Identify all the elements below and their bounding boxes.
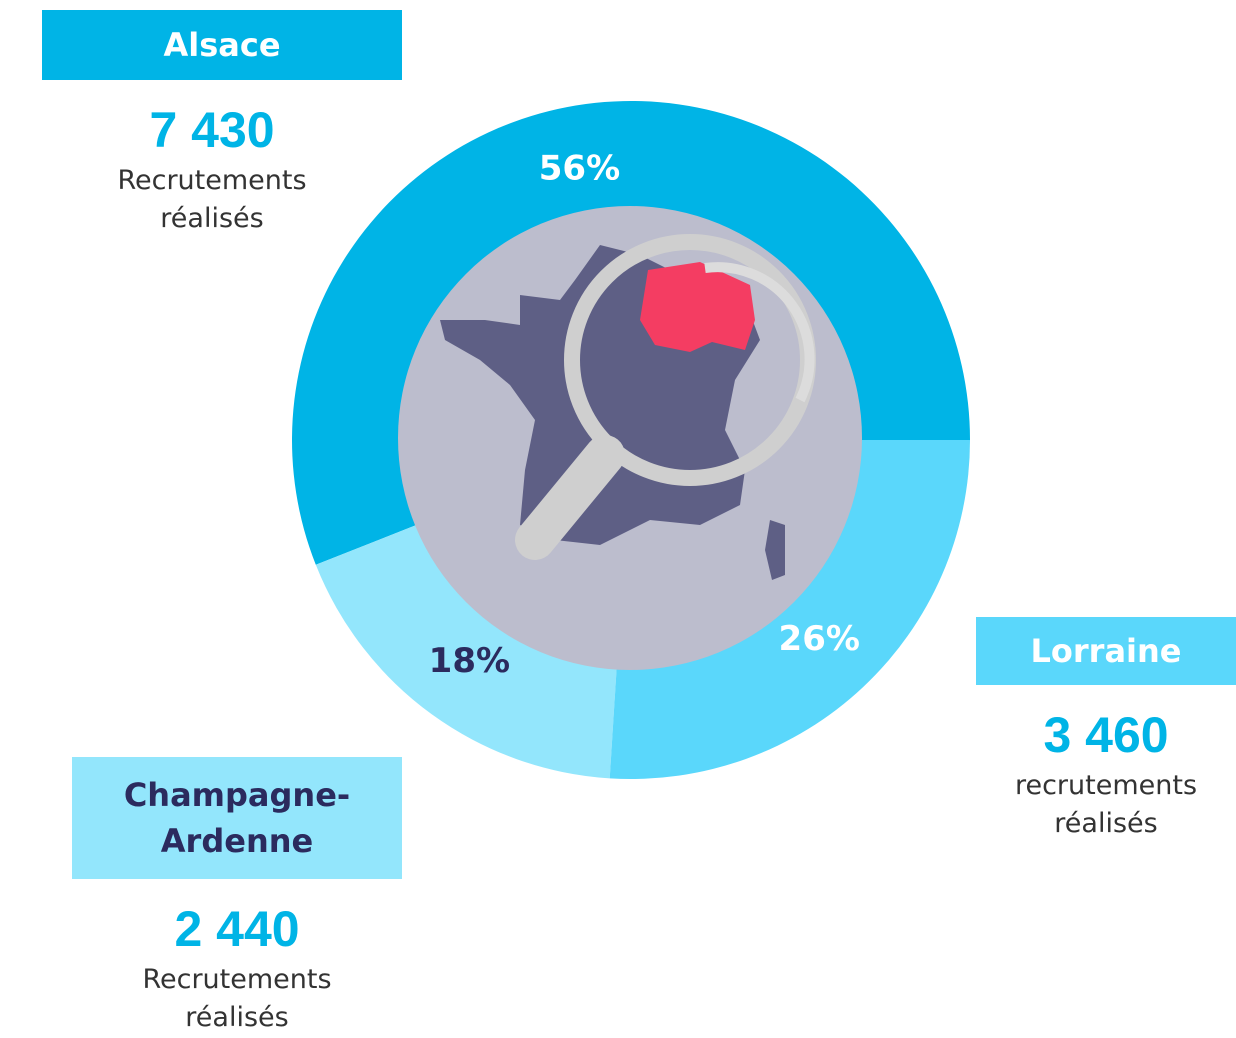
legend-entry: Lorraine — [976, 617, 1236, 685]
value-label: 56% — [539, 148, 620, 188]
map — [398, 206, 862, 670]
count: 2 440 — [174, 901, 300, 957]
legend-entry: Alsace — [42, 10, 402, 80]
magnifier-glint — [704, 262, 815, 403]
count: 3 460 — [1043, 707, 1169, 763]
caption: Recrutements réalisés — [117, 165, 307, 234]
highlight-region — [640, 262, 755, 352]
corsica — [765, 520, 785, 580]
legend-entry: Champagne-Ardenne — [72, 757, 402, 879]
count: 7 430 — [149, 102, 275, 158]
region-card: Champagne-Ardenne 2 440 Recrutements réali… — [72, 757, 402, 1037]
labels: 56% 18% 26% — [429, 148, 860, 681]
caption: Recrutements réalisés — [142, 964, 332, 1033]
region-card: Lorraine 3 460 recrutements réalisés — [976, 617, 1236, 843]
value-label: 18% — [429, 641, 510, 681]
magnifier-handle — [515, 435, 625, 560]
region-card: Alsace 7 430 Recrutements réalisés — [42, 10, 402, 238]
caption: recrutements réalisés — [1014, 770, 1198, 839]
value-label: 26% — [779, 619, 860, 659]
